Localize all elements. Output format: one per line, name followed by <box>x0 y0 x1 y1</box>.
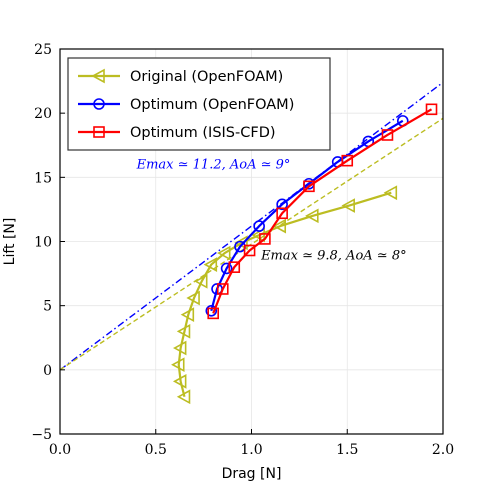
series-line <box>210 119 404 312</box>
data-point <box>276 207 288 220</box>
legend-swatch-marker <box>93 126 105 138</box>
data-point <box>207 307 219 320</box>
data-point <box>228 261 241 273</box>
x-tick-label: 0.0 <box>49 442 71 458</box>
data-point <box>172 340 187 356</box>
data-point <box>220 262 233 275</box>
reference-line-label: Emax ≃ 11.2, AoA ≃ 9° <box>136 157 291 172</box>
series-2 <box>207 103 438 320</box>
x-axis-label: Drag [N] <box>222 466 282 482</box>
data-point <box>194 273 208 289</box>
y-tick-label: −5 <box>31 427 52 443</box>
series-group <box>171 103 438 405</box>
data-point <box>259 233 271 245</box>
legend-swatch-marker <box>93 98 105 110</box>
y-tick-label: 25 <box>34 42 52 58</box>
data-point <box>176 389 191 405</box>
data-point <box>217 245 231 261</box>
legend-label: Optimum (OpenFOAM) <box>130 97 294 113</box>
reference-line <box>60 117 443 371</box>
data-point <box>172 374 187 389</box>
data-point <box>243 244 256 257</box>
data-point <box>341 198 355 213</box>
legend-label: Optimum (ISIS-CFD) <box>130 125 276 141</box>
series-line <box>212 108 433 314</box>
data-point <box>180 307 195 322</box>
axis-ticks: 0.0 0.5 1.0 1.5 2.0 −5 0 5 10 15 20 25 <box>31 42 454 458</box>
y-tick-label: 10 <box>34 235 52 251</box>
y-tick-label: 20 <box>34 106 52 122</box>
x-tick-label: 1.5 <box>336 442 358 458</box>
reference-lines <box>60 81 443 371</box>
x-tick-label: 0.5 <box>145 442 167 458</box>
data-point <box>253 220 265 232</box>
series-0 <box>171 185 398 405</box>
data-point <box>381 129 394 141</box>
data-point <box>171 357 185 373</box>
data-point <box>341 154 354 167</box>
series-line <box>177 191 392 398</box>
data-point <box>383 185 398 201</box>
annotations: Emax ≃ 11.2, AoA ≃ 9° Emax ≃ 9.8, AoA ≃ 8… <box>136 157 407 263</box>
data-point <box>203 257 218 272</box>
y-tick-label: 5 <box>43 299 52 315</box>
data-point <box>276 198 288 211</box>
y-tick-label: 15 <box>34 170 52 186</box>
data-point <box>303 180 315 193</box>
legend: Original (OpenFOAM) Optimum (OpenFOAM) Opt… <box>67 57 331 151</box>
data-point <box>216 283 229 295</box>
data-point <box>272 218 287 234</box>
y-tick-label: 0 <box>43 363 52 379</box>
data-point <box>176 323 191 339</box>
x-tick-label: 1.0 <box>240 442 262 458</box>
legend-label: Original (OpenFOAM) <box>130 69 283 85</box>
legend-swatch-marker <box>91 68 105 84</box>
x-tick-label: 2.0 <box>432 442 454 458</box>
reference-line-label: Emax ≃ 9.8, AoA ≃ 8° <box>260 248 407 263</box>
data-point <box>186 290 200 306</box>
data-point <box>425 103 438 116</box>
y-axis-label: Lift [N] <box>2 218 18 266</box>
data-point <box>305 208 319 224</box>
data-point <box>205 304 218 317</box>
data-point <box>251 227 265 243</box>
